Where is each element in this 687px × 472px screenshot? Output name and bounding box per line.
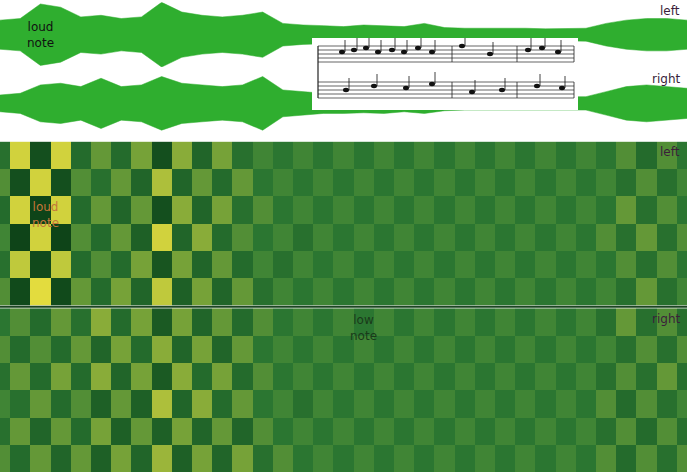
svg-text:lownote: lownote xyxy=(350,313,377,343)
svg-text:right: right xyxy=(652,72,680,86)
svg-text:loudnote: loudnote xyxy=(32,200,59,230)
svg-text:loudnote: loudnote xyxy=(27,20,54,50)
svg-text:right: right xyxy=(652,312,680,326)
svg-text:left: left xyxy=(660,145,680,159)
svg-text:left: left xyxy=(660,4,680,18)
